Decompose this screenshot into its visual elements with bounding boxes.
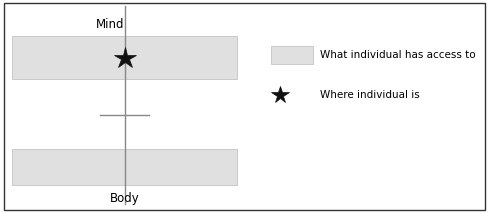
Bar <box>12 149 237 185</box>
Text: Body: Body <box>110 192 139 205</box>
Text: What individual has access to: What individual has access to <box>320 50 475 60</box>
Bar <box>12 36 237 79</box>
Text: Mind: Mind <box>96 18 124 31</box>
Bar <box>271 46 312 64</box>
Text: Where individual is: Where individual is <box>320 90 419 100</box>
